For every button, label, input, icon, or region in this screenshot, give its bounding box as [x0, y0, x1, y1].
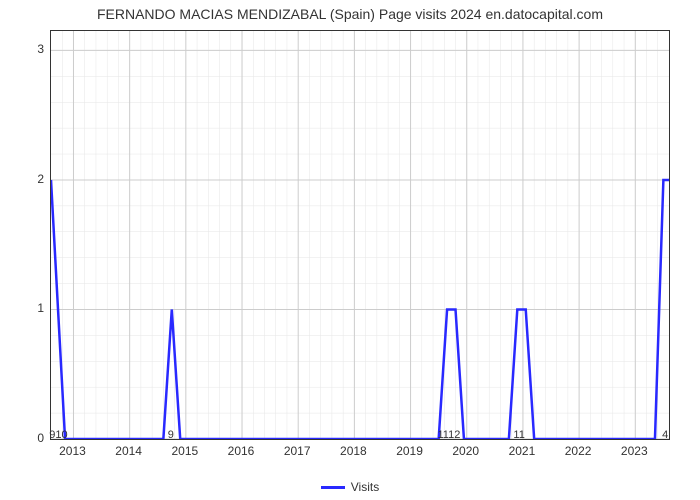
x-tick-label: 2020 [452, 444, 479, 458]
x-tick-label: 2014 [115, 444, 142, 458]
y-tick-label: 2 [4, 172, 44, 186]
x-tick-label: 2021 [509, 444, 536, 458]
chart-container: FERNANDO MACIAS MENDIZABAL (Spain) Page … [0, 0, 700, 500]
x-tick-label: 2013 [59, 444, 86, 458]
x-tick-label: 2019 [396, 444, 423, 458]
y-tick-label: 0 [4, 431, 44, 445]
chart-title: FERNANDO MACIAS MENDIZABAL (Spain) Page … [0, 6, 700, 22]
legend: Visits [0, 480, 700, 494]
count-label: 9 [168, 429, 174, 441]
count-label: 1112 [437, 429, 460, 441]
count-label: 910 [49, 429, 67, 441]
x-tick-label: 2015 [171, 444, 198, 458]
plot-area [50, 30, 670, 440]
x-tick-label: 2016 [228, 444, 255, 458]
x-tick-label: 2023 [621, 444, 648, 458]
y-tick-label: 1 [4, 301, 44, 315]
x-tick-label: 2017 [284, 444, 311, 458]
chart-svg [51, 31, 669, 439]
legend-label: Visits [351, 480, 379, 494]
x-tick-label: 2018 [340, 444, 367, 458]
x-tick-label: 2022 [565, 444, 592, 458]
y-tick-label: 3 [4, 42, 44, 56]
count-label: 11 [513, 429, 524, 441]
legend-swatch [321, 486, 345, 489]
count-label: 4 [662, 429, 668, 441]
